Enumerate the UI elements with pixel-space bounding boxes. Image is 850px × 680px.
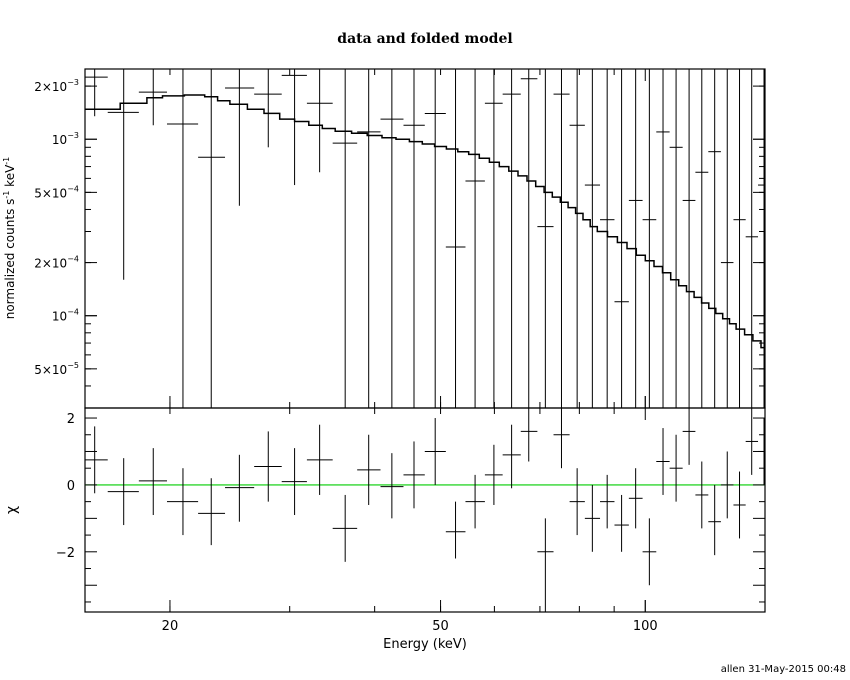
data-point bbox=[502, 69, 521, 408]
data-point bbox=[628, 69, 643, 408]
data-point bbox=[225, 69, 255, 206]
residual-point bbox=[537, 518, 554, 612]
residual-point bbox=[758, 418, 765, 485]
data-point bbox=[669, 69, 683, 408]
residual-point bbox=[600, 474, 615, 529]
residual-point bbox=[628, 468, 643, 529]
data-point bbox=[107, 69, 139, 280]
data-point bbox=[708, 69, 721, 408]
data-point bbox=[600, 69, 615, 408]
data-point bbox=[484, 69, 503, 408]
data-point bbox=[465, 69, 485, 408]
top-y-tick-label: 5×10−4 bbox=[34, 184, 79, 200]
data-point bbox=[733, 69, 746, 408]
residual-point bbox=[720, 451, 734, 519]
residual-point bbox=[708, 484, 721, 556]
bottom-panel-frame bbox=[84, 407, 766, 613]
top-y-tick-label: 10−4 bbox=[52, 308, 79, 324]
residual-point bbox=[166, 468, 199, 536]
residual-point bbox=[445, 501, 466, 559]
data-point bbox=[584, 69, 601, 408]
residual-point bbox=[745, 408, 759, 475]
residual-point bbox=[553, 408, 570, 469]
data-point bbox=[720, 69, 734, 408]
data-point bbox=[403, 69, 425, 408]
residual-point bbox=[281, 448, 307, 516]
data-point bbox=[537, 69, 554, 408]
bottom-y-tick-label: 2 bbox=[67, 412, 75, 427]
residual-point bbox=[733, 471, 746, 539]
data-point bbox=[758, 69, 765, 408]
residual-point bbox=[85, 426, 108, 494]
residual-point bbox=[682, 408, 696, 465]
top-y-tick-label: 10−3 bbox=[52, 131, 79, 147]
residual-point bbox=[254, 431, 282, 502]
bottom-y-ticks: −2 0 2 bbox=[56, 412, 765, 603]
bottom-y-axis-label: χ bbox=[4, 506, 20, 514]
x-axis-label: Energy (keV) bbox=[383, 637, 467, 652]
top-y-tick-label: 2×10−3 bbox=[34, 78, 79, 94]
residual-point bbox=[695, 461, 709, 529]
residual-point bbox=[424, 418, 446, 485]
residual-point bbox=[669, 434, 683, 502]
data-point bbox=[254, 69, 282, 148]
x-tick-label: 20 bbox=[162, 619, 179, 634]
top-y-tick-label: 2×10−4 bbox=[34, 255, 79, 271]
data-point bbox=[281, 69, 307, 186]
data-point bbox=[553, 69, 570, 408]
data-point bbox=[682, 69, 696, 408]
residual-point bbox=[332, 494, 358, 562]
data-point bbox=[166, 69, 199, 408]
residual-point bbox=[403, 441, 425, 509]
residual-points bbox=[85, 408, 765, 612]
data-point bbox=[332, 69, 358, 408]
top-x-ticks bbox=[169, 69, 646, 408]
data-point bbox=[306, 69, 333, 173]
x-tick-label: 50 bbox=[432, 619, 449, 634]
data-point bbox=[569, 69, 585, 408]
data-point bbox=[642, 69, 657, 408]
top-y-axis-label: normalized counts s-1 keV-1 bbox=[2, 157, 17, 320]
footer-stamp: allen 31-May-2015 00:48 bbox=[721, 664, 846, 675]
residual-point bbox=[484, 444, 503, 505]
data-point bbox=[198, 69, 226, 408]
data-point bbox=[424, 69, 446, 408]
residual-point bbox=[569, 468, 585, 536]
x-tick-label: 100 bbox=[633, 619, 658, 634]
residual-point bbox=[614, 494, 629, 552]
data-point bbox=[614, 69, 629, 408]
chart-title: data and folded model bbox=[337, 31, 512, 47]
data-point bbox=[695, 69, 709, 408]
bottom-panel: −2 0 2 20 50 100 χ Energy (keV) bbox=[4, 407, 766, 652]
top-y-ticks: 5×10−5 10−4 2×10−4 5×10−4 10−3 2×10−3 bbox=[34, 78, 765, 409]
bottom-x-ticks: 20 50 100 bbox=[162, 408, 658, 634]
residual-point bbox=[225, 454, 255, 522]
residual-point bbox=[306, 424, 333, 495]
top-y-tick-label: 5×10−5 bbox=[34, 361, 79, 377]
residual-point bbox=[584, 484, 601, 552]
data-point bbox=[380, 69, 404, 408]
residual-point bbox=[198, 478, 226, 546]
data-point bbox=[520, 69, 538, 408]
folded-model-line bbox=[85, 94, 765, 349]
data-point bbox=[656, 69, 670, 408]
residual-point bbox=[107, 458, 139, 526]
data-point bbox=[85, 69, 108, 117]
residual-point bbox=[642, 518, 657, 586]
top-data-points bbox=[85, 69, 765, 408]
data-point bbox=[745, 69, 759, 408]
bottom-y-tick-label: 0 bbox=[67, 479, 75, 494]
data-point bbox=[357, 69, 381, 408]
residual-point bbox=[138, 448, 167, 516]
residual-point bbox=[465, 474, 485, 529]
residual-point bbox=[502, 424, 521, 489]
residual-point bbox=[357, 434, 381, 505]
top-panel: 5×10−5 10−4 2×10−4 5×10−4 10−3 2×10−3 normali… bbox=[2, 68, 766, 409]
data-point bbox=[445, 69, 466, 408]
bottom-y-tick-label: −2 bbox=[56, 546, 75, 561]
residual-point bbox=[656, 428, 670, 495]
residual-point bbox=[520, 408, 538, 462]
residual-point bbox=[380, 453, 404, 519]
